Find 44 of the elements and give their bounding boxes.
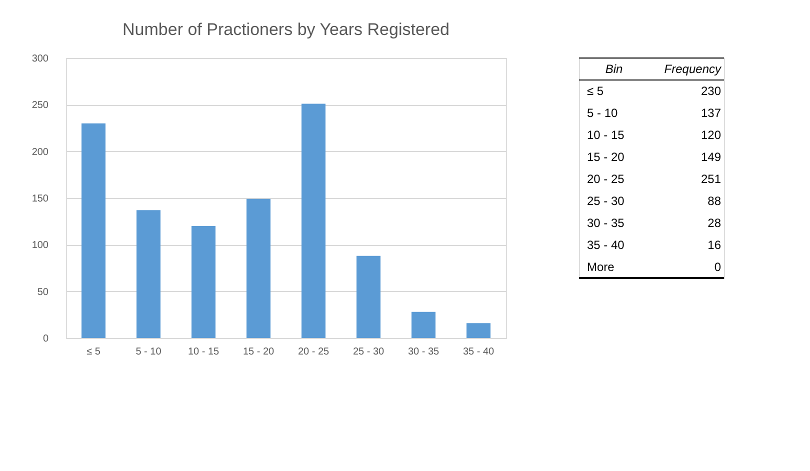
y-tick-label: 150 bbox=[32, 194, 49, 204]
x-tick-label: 20 - 25 bbox=[298, 346, 330, 358]
x-tick-label: 15 - 20 bbox=[242, 346, 274, 358]
chart-title: Number of Practioners by Years Registered bbox=[122, 20, 450, 39]
data-label: 137 bbox=[700, 106, 722, 120]
category-label: 30 - 35 bbox=[587, 216, 625, 230]
category-label: ≤ 5 bbox=[587, 84, 604, 98]
x-tick-label: 35 - 40 bbox=[462, 346, 494, 358]
category-label: 20 - 25 bbox=[587, 172, 625, 186]
text: Bin bbox=[605, 62, 623, 76]
x-tick-label: 5 - 10 bbox=[136, 346, 162, 358]
category-label: More bbox=[587, 260, 615, 274]
data-label: 16 bbox=[708, 238, 722, 252]
data-label: 149 bbox=[700, 150, 722, 164]
y-tick-label: 0 bbox=[42, 334, 49, 344]
bar bbox=[82, 123, 106, 338]
y-tick-label: 200 bbox=[32, 146, 49, 158]
data-label: 120 bbox=[700, 128, 722, 142]
data-label: 28 bbox=[708, 216, 722, 230]
category-label: 15 - 20 bbox=[587, 150, 625, 164]
data-label: 251 bbox=[700, 172, 722, 186]
x-tick-label: ≤ 5 bbox=[86, 346, 101, 358]
bar bbox=[412, 312, 436, 338]
y-tick-label: 250 bbox=[32, 100, 49, 112]
data-label: 0 bbox=[714, 260, 722, 274]
bar bbox=[302, 104, 326, 338]
data-label: 88 bbox=[708, 194, 722, 208]
category-label: 5 - 10 bbox=[587, 106, 618, 120]
bar bbox=[356, 256, 380, 338]
text: Frequency bbox=[664, 62, 722, 76]
bar bbox=[136, 210, 160, 338]
bar bbox=[192, 226, 216, 338]
data-label: 230 bbox=[700, 84, 722, 98]
y-tick-label: 50 bbox=[37, 286, 49, 298]
bar bbox=[466, 323, 490, 338]
x-tick-label: 30 - 35 bbox=[408, 346, 440, 358]
category-label: 10 - 15 bbox=[587, 128, 625, 142]
category-label: 25 - 30 bbox=[587, 194, 625, 208]
y-tick-label: 100 bbox=[32, 240, 49, 252]
x-tick-label: 25 - 30 bbox=[352, 346, 384, 358]
x-tick-label: 10 - 15 bbox=[188, 346, 220, 358]
bar bbox=[246, 198, 270, 338]
y-tick-label: 300 bbox=[32, 54, 49, 64]
category-label: 35 - 40 bbox=[587, 238, 625, 252]
